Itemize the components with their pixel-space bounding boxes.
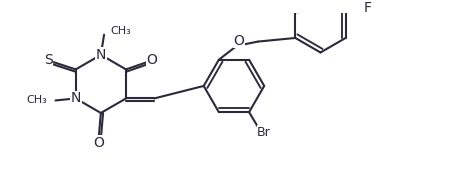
- Text: N: N: [70, 91, 81, 105]
- Text: S: S: [44, 53, 53, 67]
- Text: Br: Br: [257, 126, 271, 139]
- Text: F: F: [364, 1, 371, 15]
- Text: CH₃: CH₃: [26, 96, 47, 105]
- Text: N: N: [96, 48, 106, 62]
- Text: O: O: [147, 53, 157, 67]
- Text: O: O: [234, 34, 245, 48]
- Text: CH₃: CH₃: [110, 26, 131, 36]
- Text: O: O: [93, 136, 104, 150]
